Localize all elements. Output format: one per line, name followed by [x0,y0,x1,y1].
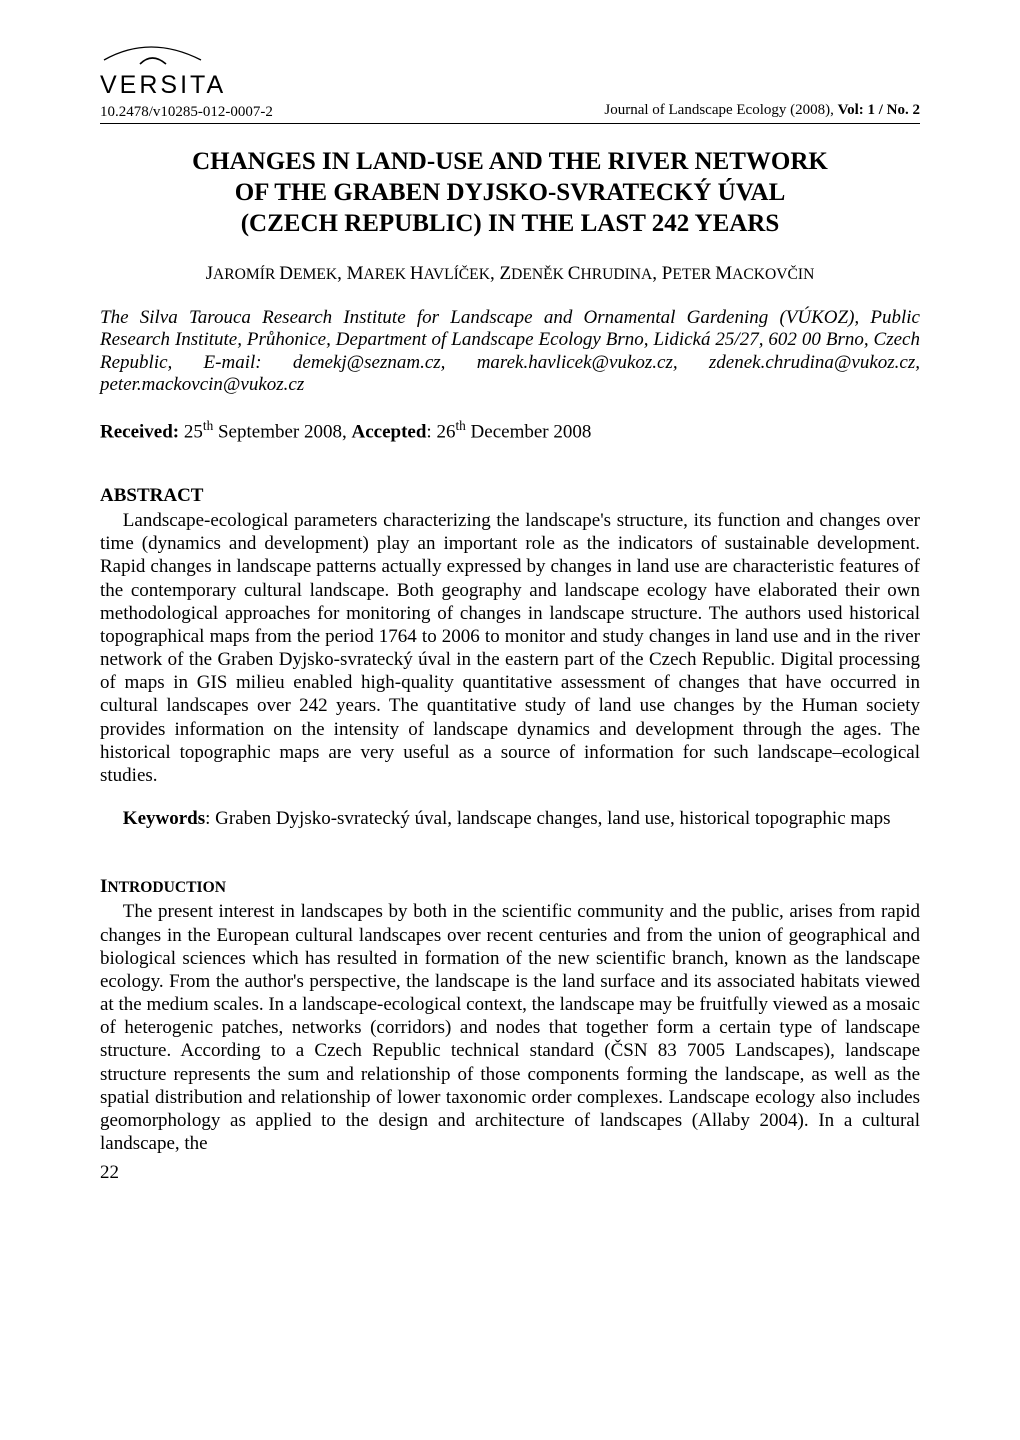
author-4: PETER MACKOVČIN [662,263,815,284]
received-date-pre: 25 [179,422,203,443]
journal-reference: Journal of Landscape Ecology (2008), Vol… [604,101,920,121]
received-label: Received: [100,422,179,443]
received-accepted-dates: Received: 25th September 2008, Accepted:… [100,418,920,444]
abstract-body: Landscape-ecological parameters characte… [100,509,920,787]
title-line-1: CHANGES IN LAND-USE AND THE RIVER NETWOR… [192,148,828,175]
accepted-date-post: December 2008 [466,422,592,443]
journal-name-year: Journal of Landscape Ecology (2008), [604,102,837,118]
accepted-label: Accepted [352,422,427,443]
keywords-text: : Graben Dyjsko-svratecký úval, landscap… [205,808,890,829]
journal-volume: Vol: 1 / No. 2 [838,102,920,118]
page: VERSITA 10.2478/v10285-012-0007-2 Journa… [0,0,1020,1224]
introduction-body: The present interest in landscapes by bo… [100,900,920,1155]
accepted-ordinal: th [455,418,465,433]
author-2: MAREK HAVLÍČEK [347,263,490,284]
page-number: 22 [100,1161,920,1184]
abstract-section: ABSTRACT Landscape-ecological parameters… [100,484,920,787]
doi: 10.2478/v10285-012-0007-2 [100,103,273,121]
versita-swoosh-icon [100,40,205,74]
received-ordinal: th [203,418,213,433]
introduction-section: INTRODUCTION The present interest in lan… [100,875,920,1155]
abstract-heading: ABSTRACT [100,484,920,507]
keywords: Keywords: Graben Dyjsko-svratecký úval, … [100,807,920,830]
received-date-post: September 2008, [213,422,351,443]
title-line-2: OF THE GRABEN DYJSKO-SVRATECKÝ ÚVAL [235,179,786,206]
author-3: ZDENĚK CHRUDINA [499,263,652,284]
affiliation: The Silva Tarouca Research Institute for… [100,307,920,397]
publisher-logo-text: VERSITA [100,70,226,101]
author-list: JAROMÍR DEMEK, MAREK HAVLÍČEK, ZDENĚK CH… [100,262,920,285]
author-1: JAROMÍR DEMEK [206,263,338,284]
paper-title: CHANGES IN LAND-USE AND THE RIVER NETWOR… [100,146,920,240]
publisher-logo-block: VERSITA 10.2478/v10285-012-0007-2 [100,40,273,121]
keywords-label: Keywords [123,808,205,829]
running-header: VERSITA 10.2478/v10285-012-0007-2 Journa… [100,40,920,124]
title-line-3: (CZECH REPUBLIC) IN THE LAST 242 YEARS [241,210,780,237]
introduction-heading: INTRODUCTION [100,875,920,898]
accepted-date-pre: : 26 [426,422,455,443]
